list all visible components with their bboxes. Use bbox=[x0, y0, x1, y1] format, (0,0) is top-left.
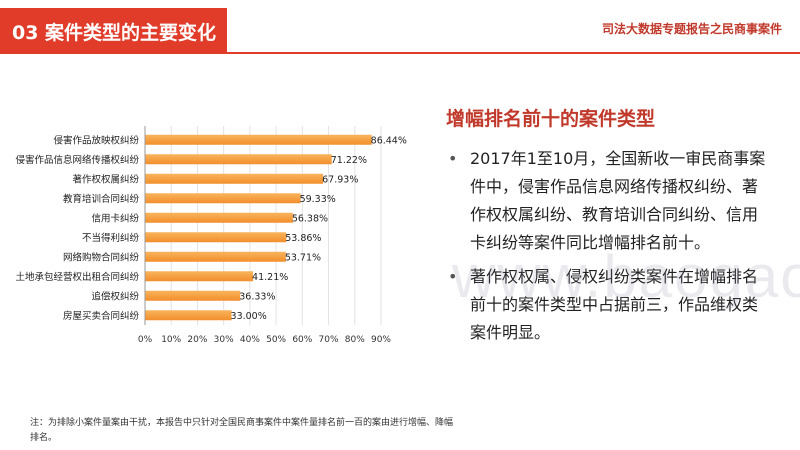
panel-heading: 增幅排名前十的案件类型 bbox=[446, 108, 656, 130]
footnote: 注：为排除小案件量案由干扰，本报告中只针对全国民商事案件中案件量排名前一百的案由… bbox=[30, 418, 454, 443]
bar bbox=[145, 290, 241, 301]
bullet-item: 著作权权属、侵权纠纷类案件在增幅排名前十的案件类型中占据前三，作品维权类案件明显… bbox=[448, 263, 768, 347]
value-label: 59.33% bbox=[300, 194, 336, 205]
value-label: 71.22% bbox=[331, 155, 367, 166]
x-tick-label: 50% bbox=[266, 335, 286, 345]
bar bbox=[145, 251, 286, 262]
bar bbox=[145, 271, 254, 282]
x-tick-label: 80% bbox=[345, 335, 365, 345]
bar bbox=[145, 232, 287, 243]
value-label: 53.71% bbox=[285, 252, 321, 263]
bullet-item: 2017年1至10月，全国新收一审民商事案件中，侵害作品信息网络传播权纠纷、著作… bbox=[448, 145, 768, 257]
x-tick-label: 40% bbox=[240, 335, 260, 345]
bar bbox=[145, 134, 372, 145]
header-rule bbox=[0, 52, 800, 54]
category-label: 不当得利纠纷 bbox=[82, 232, 140, 244]
category-label: 房屋买卖合同纠纷 bbox=[63, 310, 140, 322]
bullet-list: 2017年1至10月，全国新收一审民商事案件中，侵害作品信息网络传播权纠纷、著作… bbox=[448, 145, 768, 347]
x-tick-label: 70% bbox=[319, 335, 339, 345]
category-label: 土地承包经营权出租合同纠纷 bbox=[15, 271, 139, 283]
x-tick-label: 90% bbox=[371, 335, 391, 345]
category-label: 著作权权属纠纷 bbox=[72, 173, 139, 185]
bar bbox=[145, 173, 324, 184]
bar bbox=[145, 310, 232, 321]
section-tab: 03 案件类型的主要变化 bbox=[0, 8, 227, 52]
value-label: 67.93% bbox=[322, 174, 358, 185]
bar bbox=[145, 193, 301, 204]
value-label: 86.44% bbox=[371, 135, 407, 146]
category-label: 信用卡纠纷 bbox=[91, 212, 139, 224]
x-tick-label: 20% bbox=[187, 335, 207, 345]
category-label: 追偿权纠纷 bbox=[91, 290, 139, 302]
section-title: 03 案件类型的主要变化 bbox=[12, 22, 217, 44]
category-label: 侵害作品放映权纠纷 bbox=[53, 134, 139, 146]
bar-chart: 0% 10% 20% 30% 40% 50% 60% 70% 80% 90% 侵害作品放映权纠纷 86… bbox=[15, 126, 407, 345]
value-label: 36.33% bbox=[239, 291, 275, 302]
value-label: 41.21% bbox=[252, 272, 288, 283]
x-tick-label: 0% bbox=[138, 335, 153, 345]
category-label: 网络购物合同纠纷 bbox=[63, 251, 140, 263]
category-label: 教育培训合同纠纷 bbox=[63, 193, 140, 205]
bar bbox=[145, 212, 293, 223]
value-label: 53.86% bbox=[285, 233, 321, 244]
x-tick-label: 60% bbox=[292, 335, 312, 345]
x-tick-label: 10% bbox=[161, 335, 181, 345]
category-label: 侵害作品信息网络传播权纠纷 bbox=[15, 154, 139, 166]
bar bbox=[145, 154, 332, 165]
value-label: 56.38% bbox=[292, 213, 328, 224]
value-label: 33.00% bbox=[231, 311, 267, 322]
report-title: 司法大数据专题报告之民商事案件 bbox=[601, 22, 782, 36]
x-tick-label: 30% bbox=[214, 335, 234, 345]
